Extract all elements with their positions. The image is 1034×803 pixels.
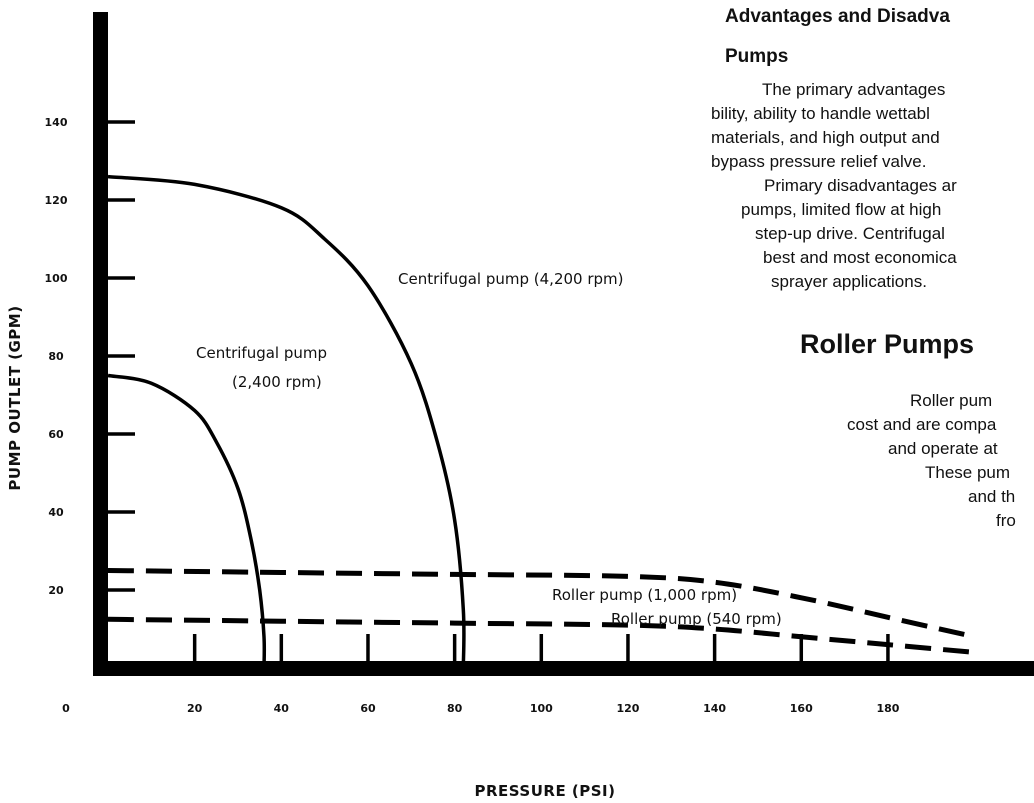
x-tick-label-80: 80 xyxy=(447,702,463,715)
label-roller-540: Roller pump (540 rpm) xyxy=(611,610,782,628)
x-tick-label-100: 100 xyxy=(530,702,553,715)
para3-line1: Roller pum xyxy=(910,391,993,410)
section-title-pumps: Pumps xyxy=(725,46,789,67)
para1-line2: bility, ability to handle wettabl xyxy=(711,104,930,123)
x-tick-label-20: 20 xyxy=(187,702,203,715)
y-tick-label-60: 60 xyxy=(48,428,64,441)
para3-line2: cost and are compa xyxy=(847,415,997,434)
para1-line4: bypass pressure relief valve. xyxy=(711,152,927,171)
roller-540-curve xyxy=(107,616,975,655)
para3-line6: fro xyxy=(996,511,1016,530)
y-tick-label-120: 120 xyxy=(45,194,68,207)
label-roller-1000: Roller pump (1,000 rpm) xyxy=(552,586,737,604)
roller-1000-curve xyxy=(107,568,976,640)
y-axis-line xyxy=(93,12,108,676)
y-tick-label-100: 100 xyxy=(45,272,68,285)
x-axis-line xyxy=(93,661,1034,676)
para1-line3: materials, and high output and xyxy=(711,128,940,147)
y-tick-label-140: 140 xyxy=(45,116,68,129)
label-centrifugal-4200: Centrifugal pump (4,200 rpm) xyxy=(398,270,624,288)
label-centrifugal-2400-line1: Centrifugal pump xyxy=(196,344,327,362)
para2-line2: pumps, limited flow at high xyxy=(741,200,942,219)
para3-line5: and th xyxy=(968,487,1016,506)
section-title-roller-pumps: Roller Pumps xyxy=(800,329,975,359)
x-tick-label-120: 120 xyxy=(616,702,639,715)
x-tick-label-40: 40 xyxy=(274,702,290,715)
y-tick-label-20: 20 xyxy=(48,584,64,597)
centrifugal-2400-curve xyxy=(107,373,267,669)
x-tick-label-180: 180 xyxy=(876,702,899,715)
section-title-advantages: Advantages and Disadva xyxy=(725,6,950,27)
para1-line1: The primary advantages xyxy=(762,80,946,99)
x-tick-label-140: 140 xyxy=(703,702,726,715)
y-tick-label-40: 40 xyxy=(48,506,64,519)
para2-line3: step-up drive. Centrifugal xyxy=(755,224,945,243)
label-centrifugal-2400-line2: (2,400 rpm) xyxy=(232,373,322,391)
x-axis-title: PRESSURE (PSI) xyxy=(474,782,615,800)
y-tick-label-80: 80 xyxy=(48,350,64,363)
para3-line4: These pum xyxy=(925,463,1011,482)
x-tick-label-60: 60 xyxy=(360,702,376,715)
para3-line3: and operate at xyxy=(888,439,998,458)
para2-line5: sprayer applications. xyxy=(771,272,927,291)
x-tick-label-0: 0 xyxy=(62,702,70,715)
centrifugal-4200-curve xyxy=(107,174,466,669)
x-tick-label-160: 160 xyxy=(790,702,813,715)
y-axis-title: PUMP OUTLET (GPM) xyxy=(6,305,24,490)
para2-line4: best and most economica xyxy=(763,248,957,267)
para2-line1: Primary disadvantages ar xyxy=(764,176,957,195)
